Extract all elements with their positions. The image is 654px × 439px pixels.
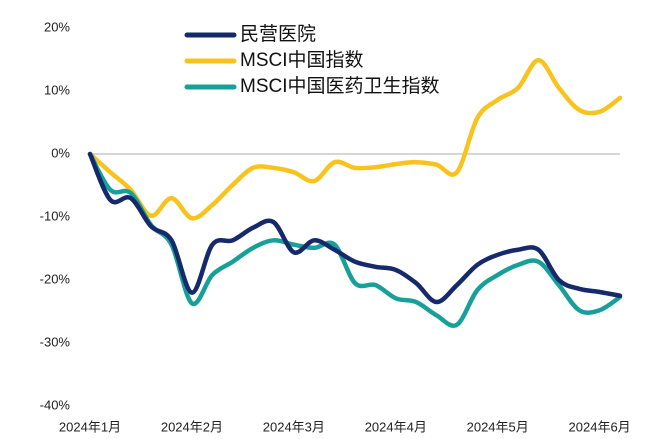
y-tick-label: -40%: [40, 397, 71, 412]
x-tick-label: 2024年2月: [161, 419, 223, 434]
y-tick-label: -30%: [40, 334, 71, 349]
x-tick-label: 2024年1月: [59, 419, 121, 434]
x-tick-label: 2024年4月: [365, 419, 427, 434]
x-tick-label: 2024年6月: [569, 419, 631, 434]
y-tick-label: -20%: [40, 271, 71, 286]
y-tick-label: 10%: [44, 82, 70, 97]
legend-label: 民营医院: [240, 23, 316, 45]
x-tick-label: 2024年3月: [263, 419, 325, 434]
series-line: [87, 151, 623, 305]
y-tick-label: 20%: [44, 19, 70, 34]
legend-label: MSCI中国医药卫生指数: [240, 75, 440, 97]
y-tick-label: -10%: [40, 208, 71, 223]
x-tick-label: 2024年5月: [467, 419, 529, 434]
y-tick-label: 0%: [51, 145, 70, 160]
legend-label: MSCI中国指数: [240, 49, 364, 71]
series-line: [87, 57, 623, 221]
